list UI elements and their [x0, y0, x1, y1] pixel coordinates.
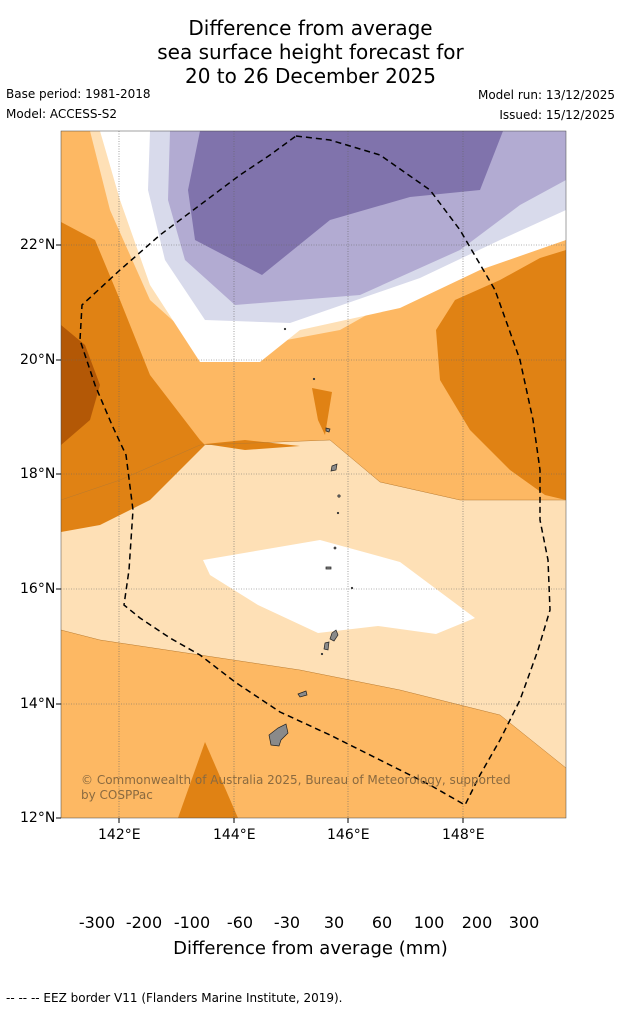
lat-label-12: 12°N	[20, 810, 56, 826]
guam-island	[268, 723, 289, 747]
island-small-3	[325, 566, 332, 570]
contour-100-200-west	[61, 222, 205, 532]
cbar-label-neg60: -60	[226, 913, 254, 932]
contour-200-300-west	[61, 325, 100, 445]
base-period: Base period: 1981-2018	[6, 87, 151, 101]
forecast-map: © Commonwealth of Australia 2025, Bureau…	[56, 130, 567, 823]
island-pagan	[330, 463, 338, 472]
lon-label-146: 146°E	[327, 827, 370, 843]
map-title: Difference from average sea surface heig…	[0, 16, 621, 88]
issued-date: Issued: 15/12/2025	[499, 108, 615, 122]
cbar-label-neg100: -100	[173, 913, 211, 932]
copyright-line-1: © Commonwealth of Australia 2025, Bureau…	[81, 773, 511, 787]
island-small-1	[337, 494, 341, 498]
cbar-label-200: 200	[461, 913, 493, 932]
contour-60-100-north	[61, 131, 566, 500]
cbar-label-30: 30	[323, 913, 345, 932]
contour-60-100-south	[61, 630, 566, 818]
contour-neutral-central	[203, 540, 475, 634]
contour-100-200-south	[178, 742, 238, 818]
contour-100-200-band	[205, 440, 300, 450]
island-small-2	[333, 546, 337, 550]
contour-100-200-east	[436, 250, 566, 500]
contour-100-200-small	[312, 388, 332, 435]
cbar-label-300: 300	[508, 913, 540, 932]
tinian-island	[323, 641, 330, 651]
copyright-line-2: by COSPPac	[81, 788, 153, 802]
lon-label-148: 148°E	[442, 827, 485, 843]
lon-label-142: 142°E	[98, 827, 141, 843]
colorbar-title: Difference from average (mm)	[173, 938, 448, 959]
cbar-label-100: 100	[413, 913, 445, 932]
lat-label-14: 14°N	[20, 696, 56, 712]
title-line-2: sea surface height forecast for	[157, 40, 464, 64]
contour-fields	[61, 131, 566, 818]
island-small-4	[336, 511, 340, 515]
contour-neg100-neg200	[188, 131, 503, 275]
graticule	[61, 131, 566, 818]
island-agrihan	[325, 427, 331, 433]
saipan-island	[329, 629, 339, 642]
lat-label-20: 20°N	[20, 352, 56, 368]
islands	[268, 327, 354, 747]
cbar-label-60: 60	[371, 913, 393, 932]
title-line-3: 20 to 26 December 2025	[184, 64, 436, 88]
eez-border	[79, 135, 551, 807]
island-small-5	[312, 377, 316, 381]
cbar-label-neg30: -30	[273, 913, 301, 932]
rota-island	[297, 690, 308, 698]
island-small-7	[350, 586, 354, 590]
eez-legend: -- -- -- EEZ border V11 (Flanders Marine…	[6, 991, 343, 1005]
axis-ticks	[56, 244, 464, 823]
lon-label-144: 144°E	[213, 827, 256, 843]
lat-label-18: 18°N	[20, 466, 56, 482]
model-run: Model run: 13/12/2025	[477, 88, 615, 102]
model-name: Model: ACCESS-S2	[6, 107, 118, 121]
cbar-label-neg300: -300	[78, 913, 116, 932]
lat-label-22: 22°N	[20, 237, 56, 253]
cbar-label-neg200: -200	[125, 913, 163, 932]
island-small-8	[320, 652, 324, 656]
island-small-6	[283, 327, 287, 331]
lat-label-16: 16°N	[20, 581, 56, 597]
title-line-1: Difference from average	[188, 16, 433, 40]
